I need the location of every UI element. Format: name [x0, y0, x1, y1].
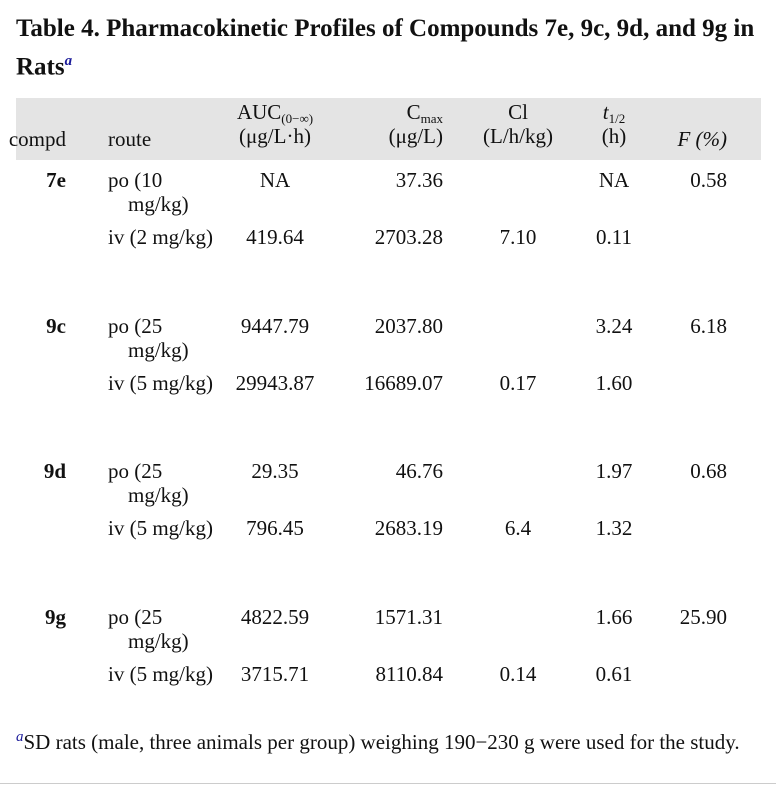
value-cell: 2703.28 [374, 225, 443, 249]
value-cell: 7.10 [499, 225, 537, 249]
column-header: Cl [508, 100, 528, 124]
value-cell: 29.35 [251, 459, 299, 483]
route-cell: iv (5 mg/kg) [108, 516, 213, 540]
value-cell: 9447.79 [240, 313, 310, 338]
value-cell: 1.60 [595, 370, 633, 395]
value-cell: 796.45 [246, 516, 304, 540]
value-cell: 1571.31 [374, 604, 443, 629]
column-header: t1/2 [603, 100, 625, 131]
header-subscript: 1/2 [608, 111, 626, 126]
route-cell: iv (5 mg/kg) [108, 661, 213, 686]
value-cell: NA [598, 168, 630, 192]
title-text: Table 4. Pharmacokinetic Profiles of Com… [16, 15, 755, 81]
compound-id: 9d [43, 459, 66, 483]
value-cell: 25.90 [679, 604, 727, 629]
column-header: compd [8, 127, 66, 151]
footnote-marker: a [64, 53, 73, 69]
footnote: aSD rats (male, three animals per group)… [16, 722, 756, 758]
value-cell: 8110.84 [375, 661, 443, 686]
value-cell: 6.18 [690, 313, 727, 338]
column-unit: (μg/L·h) [239, 124, 311, 148]
compound-id: 9g [45, 604, 66, 629]
route-cell: po (25 mg/kg) [108, 313, 189, 362]
value-cell: 16689.07 [364, 370, 443, 395]
column-unit: (μg/L) [388, 124, 443, 148]
footnote-text: SD rats (male, three animals per group) … [23, 730, 740, 754]
column-header: Cmax [407, 100, 443, 131]
route-cell: iv (2 mg/kg) [108, 225, 213, 249]
column-unit: (L/h/kg) [483, 124, 553, 148]
header-subscript: (0−∞) [281, 111, 314, 126]
column-unit: (h) [601, 124, 627, 148]
header-label: Cl [508, 100, 528, 124]
compound-id: 7e [46, 168, 66, 192]
value-cell: 1.66 [595, 604, 633, 629]
table-title: Table 4. Pharmacokinetic Profiles of Com… [16, 12, 766, 83]
route-cell: po (25 mg/kg) [108, 604, 189, 653]
value-cell: 1.97 [595, 459, 633, 483]
header-label: C [406, 100, 421, 124]
header-subscript: max [420, 111, 443, 126]
route-cell: po (10 mg/kg) [108, 168, 189, 216]
value-cell: 419.64 [246, 225, 304, 249]
header-band [16, 98, 761, 160]
column-header: F (%) [677, 127, 727, 151]
header-label: AUC [236, 100, 282, 124]
bottom-rule [0, 783, 776, 784]
value-cell: 46.76 [395, 459, 443, 483]
value-cell: 3715.71 [240, 661, 310, 686]
value-cell: 2037.80 [374, 313, 443, 338]
value-cell: 6.4 [504, 516, 532, 540]
compound-id: 9c [46, 313, 66, 338]
value-cell: 3.24 [595, 313, 633, 338]
value-cell: 1.32 [595, 516, 633, 540]
value-cell: 29943.87 [235, 370, 315, 395]
value-cell: 0.17 [499, 370, 537, 395]
route-cell: iv (5 mg/kg) [108, 370, 213, 395]
value-cell: 4822.59 [240, 604, 310, 629]
footnote-marker: a [16, 729, 24, 745]
value-cell: 2683.19 [374, 516, 443, 540]
route-cell: po (25 mg/kg) [108, 459, 189, 507]
value-cell: 0.58 [690, 168, 727, 192]
column-header: AUC(0−∞) [237, 100, 313, 131]
value-cell: 0.11 [596, 225, 632, 249]
column-header: route [108, 127, 152, 151]
value-cell: 0.61 [595, 661, 633, 686]
header-label: t [602, 100, 609, 124]
value-cell: 0.68 [690, 459, 727, 483]
value-cell: NA [259, 168, 291, 192]
value-cell: 0.14 [499, 661, 537, 686]
value-cell: 37.36 [395, 168, 443, 192]
